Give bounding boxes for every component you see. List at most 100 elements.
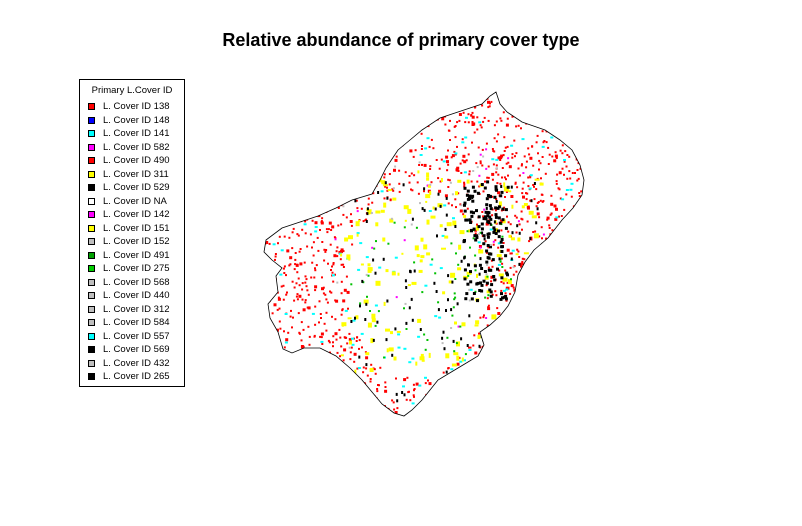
cover-cell — [575, 365, 578, 368]
cover-cell — [340, 280, 343, 283]
cover-cell — [452, 105, 455, 108]
cover-cell — [499, 240, 503, 244]
cover-cell — [343, 336, 346, 339]
cover-cell — [532, 282, 536, 287]
cover-cell — [371, 201, 374, 204]
cover-cell — [313, 210, 317, 214]
cover-cell — [477, 389, 480, 392]
cover-cell — [426, 172, 430, 178]
cover-cell — [309, 233, 312, 236]
cover-cell — [298, 182, 302, 186]
cover-cell — [580, 396, 583, 399]
cover-cell — [539, 199, 542, 202]
cover-cell — [377, 191, 380, 194]
cover-cell — [546, 218, 549, 221]
cover-cell — [272, 209, 274, 212]
cover-cell — [285, 157, 288, 159]
cover-cell — [278, 307, 281, 310]
legend-item-label: L. Cover ID 490 — [103, 155, 170, 167]
cover-cell — [455, 109, 459, 111]
cover-cell — [501, 245, 504, 249]
cover-cell — [502, 328, 505, 330]
cover-cell — [357, 132, 360, 135]
cover-cell — [464, 121, 467, 124]
cover-cell — [349, 351, 352, 354]
cover-cell — [362, 371, 365, 374]
cover-cell — [564, 401, 567, 404]
cover-cell — [264, 192, 266, 195]
cover-cell — [465, 415, 468, 416]
cover-cell — [265, 225, 268, 228]
cover-cell — [519, 293, 523, 296]
cover-cell — [348, 235, 353, 240]
cover-cell — [330, 291, 333, 294]
cover-cell — [469, 221, 473, 224]
cover-cell — [480, 397, 483, 400]
cover-cell — [318, 180, 322, 182]
cover-cell — [483, 270, 487, 273]
cover-cell — [295, 364, 298, 367]
cover-cell — [509, 351, 512, 354]
cover-cell — [383, 197, 386, 200]
cover-cell — [463, 277, 467, 281]
cover-cell — [374, 304, 378, 307]
cover-cell — [353, 95, 355, 98]
cover-cell — [533, 283, 537, 285]
cover-cell — [487, 100, 490, 104]
cover-cell — [518, 308, 521, 311]
cover-cell — [488, 204, 492, 208]
cover-cell — [436, 234, 438, 238]
cover-cell — [569, 361, 572, 364]
cover-cell — [503, 136, 506, 139]
cover-cell — [323, 409, 326, 412]
cover-cell — [381, 180, 386, 185]
cover-cell — [302, 345, 305, 348]
cover-cell — [304, 299, 307, 302]
cover-cell — [491, 148, 494, 150]
cover-cell — [513, 316, 516, 319]
cover-cell — [533, 388, 536, 391]
cover-cell — [559, 149, 562, 152]
cover-cell — [580, 190, 583, 193]
cover-cell — [570, 329, 573, 332]
cover-cell — [456, 302, 459, 306]
cover-cell — [365, 111, 368, 114]
cover-cell — [387, 242, 390, 245]
cover-cell — [494, 346, 497, 349]
cover-cell — [447, 129, 450, 132]
cover-cell — [427, 104, 430, 106]
cover-cell — [415, 226, 418, 229]
cover-cell — [355, 156, 358, 158]
cover-cell — [445, 155, 449, 159]
cover-cell — [344, 237, 349, 242]
cover-cell — [346, 173, 349, 177]
cover-cell — [283, 220, 286, 222]
cover-cell — [311, 312, 315, 315]
cover-cell — [276, 152, 279, 155]
cover-cell — [274, 255, 277, 258]
cover-cell — [423, 190, 425, 193]
cover-cell — [304, 281, 307, 284]
cover-cell — [289, 315, 292, 318]
cover-cell — [354, 418, 356, 420]
cover-cell — [527, 147, 530, 150]
cover-cell — [455, 206, 457, 209]
cover-cell — [579, 379, 583, 383]
cover-cell — [348, 338, 352, 342]
cover-cell — [345, 216, 348, 219]
cover-cell — [364, 184, 367, 187]
cover-cell — [330, 95, 333, 98]
cover-cell — [536, 207, 539, 211]
cover-cell — [356, 233, 359, 237]
cover-cell — [554, 151, 557, 154]
cover-cell — [264, 367, 265, 370]
cover-cell — [534, 120, 537, 123]
cover-cell — [495, 199, 498, 203]
cover-cell — [555, 272, 558, 275]
cover-cell — [479, 153, 482, 156]
cover-cell — [326, 389, 329, 392]
cover-cell — [507, 157, 510, 160]
cover-cell — [561, 297, 564, 300]
cover-cell — [576, 179, 579, 182]
cover-cell — [282, 298, 285, 301]
